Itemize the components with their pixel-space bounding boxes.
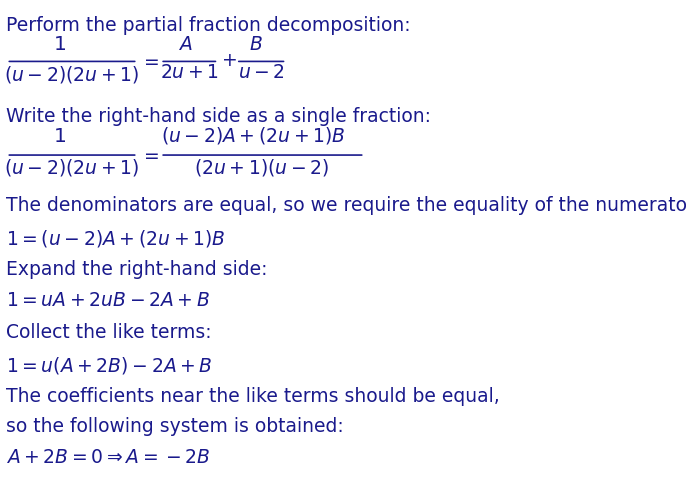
Text: $(u-2)(2u+1)$: $(u-2)(2u+1)$	[4, 64, 140, 85]
Text: $2u+1$: $2u+1$	[160, 64, 219, 82]
Text: so the following system is obtained:: so the following system is obtained:	[6, 417, 344, 436]
Text: $B$: $B$	[249, 36, 263, 54]
Text: The coefficients near the like terms should be equal,: The coefficients near the like terms sho…	[6, 386, 500, 406]
Text: $u-2$: $u-2$	[238, 64, 285, 82]
Text: $+$: $+$	[220, 53, 236, 71]
Text: The denominators are equal, so we require the equality of the numerators:: The denominators are equal, so we requir…	[6, 196, 686, 215]
Text: $1$: $1$	[53, 35, 66, 54]
Text: $=$: $=$	[141, 53, 160, 71]
Text: Collect the like terms:: Collect the like terms:	[6, 323, 212, 342]
Text: $1=(u-2)A+(2u+1)B$: $1=(u-2)A+(2u+1)B$	[6, 228, 226, 249]
Text: $(2u+1)(u-2)$: $(2u+1)(u-2)$	[193, 157, 329, 178]
Text: Expand the right-hand side:: Expand the right-hand side:	[6, 260, 268, 279]
Text: $A+2B=0\Rightarrow A=-2B$: $A+2B=0\Rightarrow A=-2B$	[6, 449, 211, 467]
Text: $(u-2)(2u+1)$: $(u-2)(2u+1)$	[4, 157, 140, 178]
Text: $A$: $A$	[178, 36, 193, 54]
Text: $1=u(A+2B)-2A+B$: $1=u(A+2B)-2A+B$	[6, 355, 213, 376]
Text: $1$: $1$	[53, 128, 66, 146]
Text: $1=uA+2uB-2A+B$: $1=uA+2uB-2A+B$	[6, 292, 211, 310]
Text: $=$: $=$	[141, 146, 160, 164]
Text: $(u-2)A+(2u+1)B$: $(u-2)A+(2u+1)B$	[161, 126, 346, 146]
Text: Perform the partial fraction decomposition:: Perform the partial fraction decompositi…	[6, 16, 411, 35]
Text: Write the right-hand side as a single fraction:: Write the right-hand side as a single fr…	[6, 107, 431, 126]
